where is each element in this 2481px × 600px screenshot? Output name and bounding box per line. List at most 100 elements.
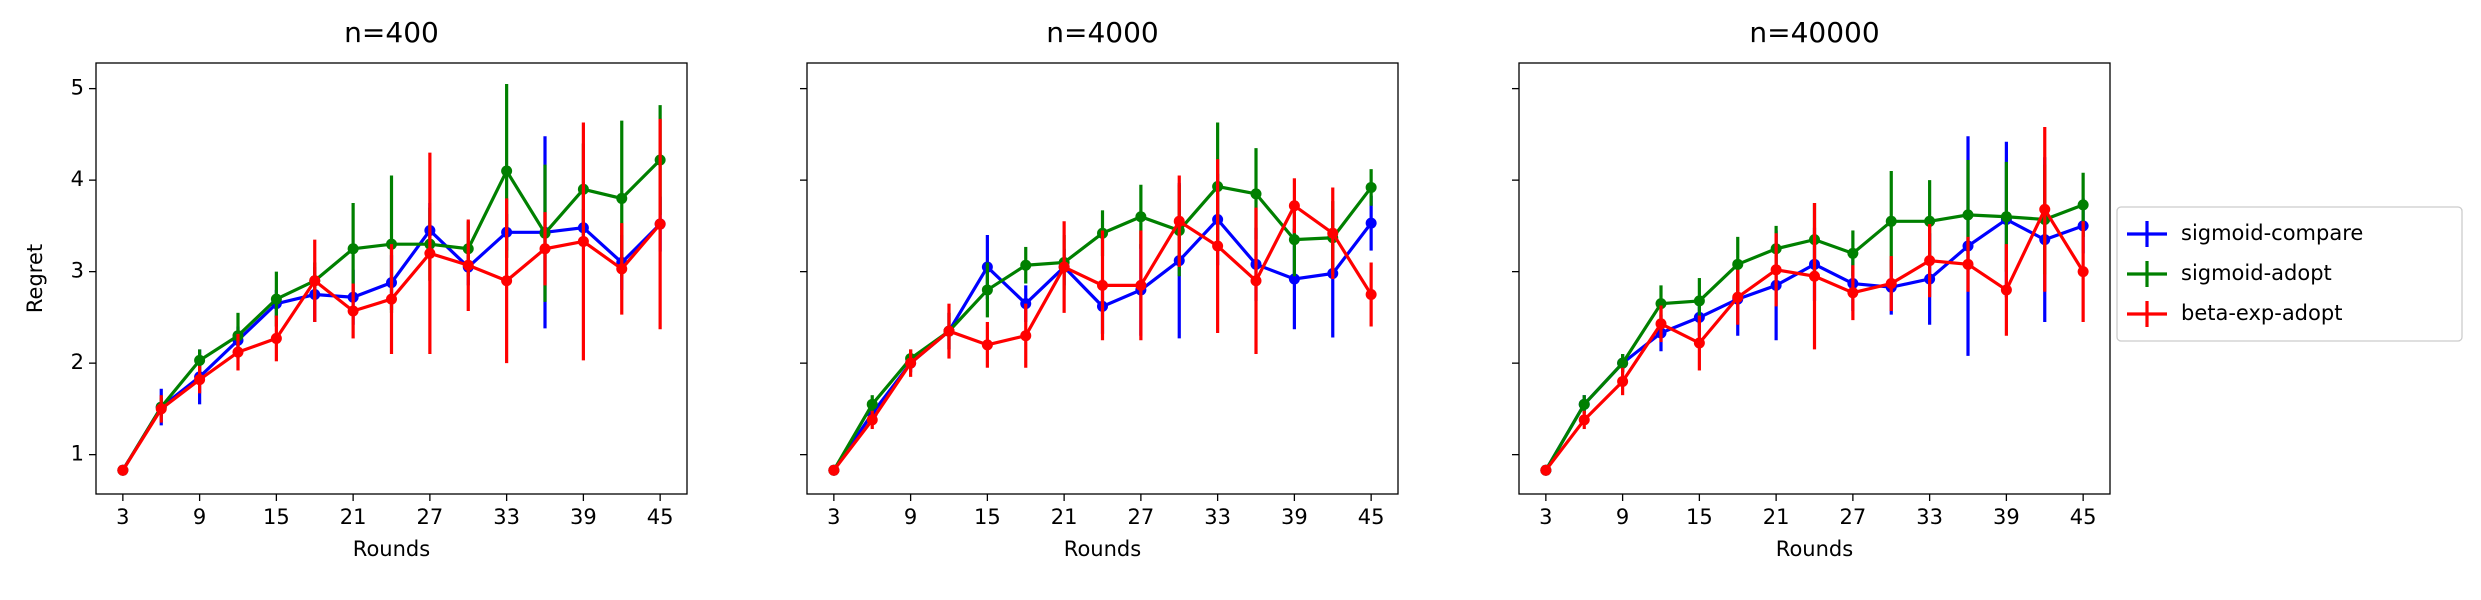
marker: [1847, 287, 1859, 299]
marker: [1847, 247, 1859, 259]
x-tick-label: 15: [263, 505, 290, 529]
x-axis-label: Rounds: [1776, 537, 1853, 561]
marker: [194, 354, 206, 366]
marker: [1885, 215, 1897, 227]
marker: [1365, 217, 1377, 229]
marker: [1924, 255, 1936, 267]
y-tick-label: 4: [71, 167, 84, 191]
marker: [1288, 200, 1300, 212]
x-tick-label: 33: [493, 505, 520, 529]
marker: [1732, 291, 1744, 303]
marker: [1250, 188, 1262, 200]
marker: [1617, 357, 1629, 369]
x-tick-label: 27: [1840, 505, 1867, 529]
subplot: [117, 84, 666, 476]
marker: [424, 247, 436, 259]
x-tick-label: 9: [193, 505, 206, 529]
x-tick-label: 45: [1358, 505, 1385, 529]
marker: [1365, 289, 1377, 301]
x-tick-label: 15: [1686, 505, 1713, 529]
marker: [1732, 258, 1744, 270]
marker: [270, 293, 282, 305]
marker: [1693, 337, 1705, 349]
marker: [309, 275, 321, 287]
legend-box: [2116, 206, 2463, 342]
marker: [1288, 234, 1300, 246]
marker: [1540, 464, 1552, 476]
marker: [2000, 284, 2012, 296]
marker: [1288, 273, 1300, 285]
subplot: [1540, 127, 2089, 476]
marker: [1617, 375, 1629, 387]
marker: [194, 374, 206, 386]
marker: [981, 284, 993, 296]
marker: [616, 263, 628, 275]
legend-label: sigmoid-compare: [2181, 221, 2363, 245]
marker: [539, 243, 551, 255]
axes-frame: [806, 62, 1399, 495]
marker: [501, 275, 513, 287]
marker: [1578, 414, 1590, 426]
y-tick-label: 3: [71, 259, 84, 283]
x-tick-label: 39: [1281, 505, 1308, 529]
marker: [2077, 199, 2089, 211]
subplot-title: n=40000: [1749, 16, 1879, 49]
marker: [866, 414, 878, 426]
legend-label: beta-exp-adopt: [2181, 301, 2342, 325]
marker: [347, 243, 359, 255]
axes-frame: [95, 62, 688, 495]
marker: [501, 165, 513, 177]
marker: [462, 259, 474, 271]
x-tick-label: 3: [1539, 505, 1552, 529]
x-tick-label: 39: [1993, 505, 2020, 529]
marker: [866, 398, 878, 410]
legend-label: sigmoid-adopt: [2181, 261, 2332, 285]
x-axis-label: Rounds: [1064, 537, 1141, 561]
marker: [1809, 270, 1820, 282]
x-tick-label: 21: [1051, 505, 1078, 529]
x-tick-label: 21: [1763, 505, 1790, 529]
marker: [905, 357, 917, 369]
axes-frame: [1518, 62, 2111, 495]
marker: [1962, 258, 1974, 270]
marker: [347, 305, 359, 317]
marker: [1020, 330, 1032, 342]
marker: [1212, 240, 1224, 252]
x-tick-label: 9: [1616, 505, 1629, 529]
marker: [1058, 261, 1070, 273]
x-tick-label: 45: [647, 505, 674, 529]
marker: [1097, 279, 1108, 291]
marker: [616, 192, 628, 204]
marker: [1173, 215, 1185, 227]
y-tick-label: 1: [71, 442, 84, 466]
marker: [943, 325, 955, 337]
x-axis-label: Rounds: [353, 537, 430, 561]
marker: [232, 346, 244, 358]
marker: [577, 235, 589, 247]
marker: [155, 403, 167, 415]
marker: [2000, 211, 2012, 223]
x-tick-label: 9: [904, 505, 917, 529]
marker: [981, 339, 993, 351]
marker: [1135, 211, 1147, 223]
marker: [1655, 298, 1667, 310]
x-tick-label: 3: [116, 505, 129, 529]
subplot-title: n=400: [344, 16, 439, 49]
y-tick-label: 5: [71, 76, 84, 100]
x-tick-label: 15: [974, 505, 1001, 529]
marker: [1365, 181, 1377, 193]
x-tick-label: 3: [827, 505, 840, 529]
y-tick-label: 2: [71, 350, 84, 374]
marker: [654, 218, 666, 230]
marker: [1135, 279, 1147, 291]
marker: [1885, 278, 1897, 290]
marker: [1250, 275, 1262, 287]
marker: [1924, 215, 1936, 227]
marker: [1327, 227, 1339, 239]
marker: [117, 464, 129, 476]
marker: [2077, 266, 2089, 278]
y-axis-label: Regret: [23, 244, 47, 313]
x-tick-label: 27: [1128, 505, 1155, 529]
marker: [1578, 398, 1590, 410]
